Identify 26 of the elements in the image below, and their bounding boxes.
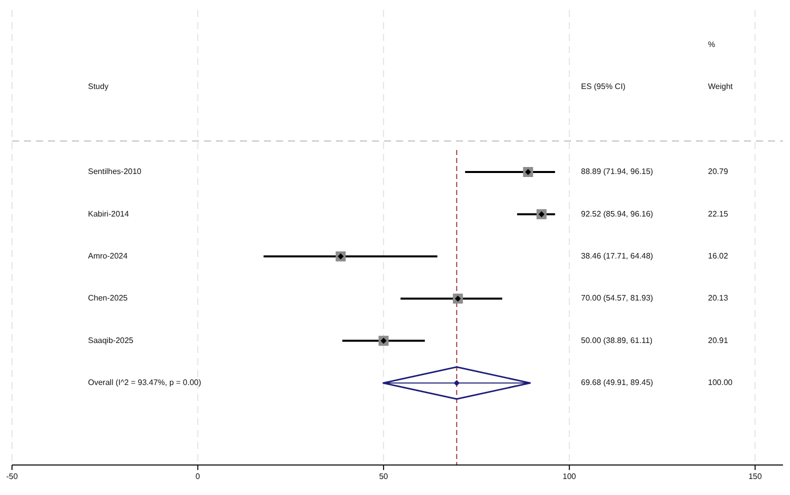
- y2-tick-label: 92.52 (85.94, 96.16): [581, 209, 654, 218]
- y2-tick-label: 38.46 (17.71, 64.48): [581, 252, 654, 261]
- y-tick-label: Sentilhes-2010: [88, 167, 142, 176]
- y-tick-label: Saaqib-2025: [88, 336, 134, 345]
- x-tick-label: 150: [748, 472, 762, 481]
- annotation: 16.02: [708, 252, 729, 261]
- y-tick-label: Overall (I^2 = 93.47%, p = 0.00): [88, 378, 202, 388]
- annotation: 100.00: [708, 378, 734, 388]
- y2-tick-label: 70.00 (54.57, 81.93): [581, 294, 654, 303]
- x-tick-label: 100: [562, 472, 577, 481]
- text: Study: [88, 82, 108, 92]
- text: % Weight: [708, 40, 733, 92]
- annotation: 20.79: [708, 167, 729, 176]
- annotation: 20.91: [708, 336, 729, 345]
- y-tick-label: Chen-2025: [88, 294, 128, 303]
- x-tick-label: -50: [6, 472, 18, 481]
- y-tick-label: Kabiri-2014: [88, 209, 130, 218]
- text: ES (95% CI): [581, 82, 626, 92]
- y-tick-label: Amro-2024: [88, 252, 128, 261]
- y2-tick-label: 50.00 (38.89, 61.11): [581, 336, 653, 345]
- x-tick-label: 50: [379, 472, 389, 481]
- annotation: 22.15: [708, 209, 729, 218]
- y2-tick-label: 88.89 (71.94, 96.15): [581, 167, 654, 176]
- annotation: 20.13: [708, 294, 729, 303]
- y2-tick-label: 69.68 (49.91, 89.45): [581, 378, 654, 388]
- x-tick-label: 0: [196, 472, 201, 481]
